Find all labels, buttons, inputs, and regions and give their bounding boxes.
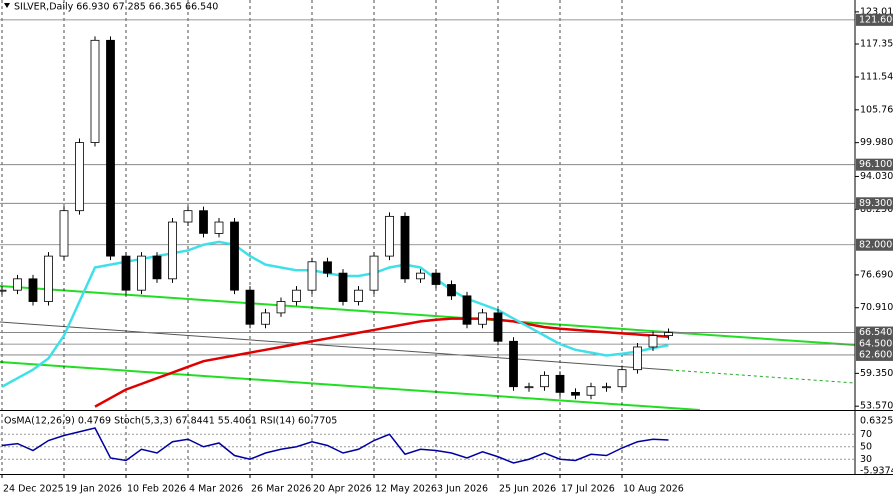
trend-line: [0, 285, 856, 346]
level-label: 66.540: [859, 327, 892, 338]
candle-body: [524, 386, 534, 389]
y-tick-label: 76.690: [860, 269, 893, 280]
candle-body: [44, 255, 53, 302]
candle-body: [28, 278, 38, 302]
moving-average: [1, 240, 669, 388]
y-tick-label: 123.010: [860, 6, 893, 17]
candle-body: [199, 210, 208, 234]
level-label: 64.500: [859, 339, 892, 350]
candle-body: [106, 39, 115, 257]
candle-body: [369, 255, 379, 291]
candle-body: [13, 278, 22, 291]
y-tick-label: 0.6325: [860, 416, 893, 427]
candle-body: [338, 272, 348, 302]
candle-body: [245, 289, 255, 325]
candle-body: [462, 295, 472, 325]
candle-body: [90, 39, 100, 143]
level-label-box: [856, 158, 893, 171]
candle-body: [633, 346, 642, 371]
indicator-line: [1, 427, 669, 464]
candle-body: [478, 312, 487, 325]
x-tick-label: 20 Apr 2026: [313, 484, 372, 495]
y-tick-label: 59.350: [860, 368, 893, 379]
candle-body: [385, 215, 394, 257]
x-tick-label: 25 Jun 2026: [499, 484, 556, 495]
candle-body: [416, 272, 425, 280]
candle-body: [292, 289, 301, 302]
level-label-box: [856, 238, 893, 251]
level-label: 82.000: [859, 239, 892, 250]
candle-body: [540, 374, 549, 388]
candle-body: [586, 386, 596, 396]
y-tick-label: 30: [860, 454, 872, 465]
candle-body: [261, 312, 270, 325]
candle-body: [648, 335, 658, 348]
candle-body: [617, 369, 627, 388]
candle-body: [493, 312, 503, 342]
moving-average: [94, 317, 669, 408]
candle-body: [59, 210, 69, 257]
candle-body: [400, 215, 410, 280]
candle-body: [555, 374, 565, 393]
level-label: 121.600: [859, 14, 893, 25]
candle-body: [75, 142, 84, 212]
level-label-box: [856, 197, 893, 210]
level-label-box: [856, 338, 893, 351]
candle-body: [152, 255, 162, 280]
candle-body: [168, 221, 177, 280]
chart-title: SILVER,Daily 66.930 67.285 66.365 66.540: [14, 2, 218, 13]
candle-body: [214, 221, 224, 234]
candle-body: [509, 340, 518, 388]
candle-body: [571, 391, 580, 396]
candle-body: [664, 332, 673, 337]
x-tick-label: 24 Dec 2025: [3, 484, 64, 495]
indicator-title: OsMA(12,26,9) 0.4769 Stoch(5,3,3) 67.844…: [4, 416, 337, 427]
y-tick-label: 105.760: [860, 104, 893, 115]
x-tick-label: 4 Mar 2026: [189, 484, 243, 495]
level-label: 96.100: [859, 159, 892, 170]
y-tick-label: 70: [860, 429, 872, 440]
candle-body: [276, 301, 286, 314]
symbol-icon: [4, 3, 10, 8]
trend-line: [0, 321, 671, 371]
x-tick-label: 17 Jul 2026: [561, 484, 615, 495]
y-tick-label: 99.980: [860, 137, 893, 148]
x-tick-label: 10 Feb 2026: [127, 484, 186, 495]
level-label-box: [856, 348, 893, 361]
trend-line: [0, 361, 701, 411]
y-tick-label: 50: [860, 441, 872, 452]
candle-body: [602, 386, 611, 389]
candle-body: [183, 210, 193, 223]
y-tick-label: 117.350: [860, 39, 893, 50]
level-label: 62.600: [859, 349, 892, 360]
level-label: 89.300: [859, 198, 892, 209]
candle-body: [230, 221, 239, 291]
x-tick-label: 26 Mar 2026: [251, 484, 311, 495]
y-tick-label: -5.9374: [860, 466, 893, 477]
level-label-box: [856, 13, 893, 26]
candle-body: [0, 289, 7, 292]
candle-body: [431, 272, 441, 285]
candle-body: [354, 289, 363, 302]
trend-line: [669, 369, 856, 384]
level-label-box: [856, 326, 893, 339]
candle-body: [121, 255, 131, 291]
candle-body: [447, 284, 456, 297]
candle-body: [323, 261, 332, 274]
y-tick-label: 111.545: [860, 71, 893, 82]
x-tick-label: 3 Jun 2026: [437, 484, 488, 495]
y-tick-label: 94.030: [860, 171, 893, 182]
main-pane: [0, 0, 855, 474]
y-tick-label: 53.570: [860, 401, 893, 412]
candle-body: [307, 261, 317, 291]
y-tick-label: 70.910: [860, 302, 893, 313]
x-tick-label: 12 May 2026: [375, 484, 437, 495]
candle-body: [137, 255, 146, 291]
x-tick-label: 19 Jan 2026: [65, 484, 122, 495]
x-tick-label: 10 Aug 2026: [623, 484, 684, 495]
